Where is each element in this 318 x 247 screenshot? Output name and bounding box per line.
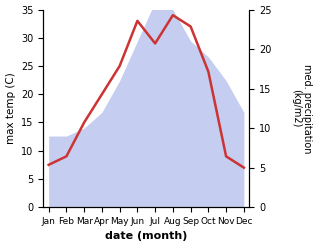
Y-axis label: med. precipitation
(kg/m2): med. precipitation (kg/m2) [291,64,313,153]
X-axis label: date (month): date (month) [105,231,187,242]
Y-axis label: max temp (C): max temp (C) [5,72,16,144]
